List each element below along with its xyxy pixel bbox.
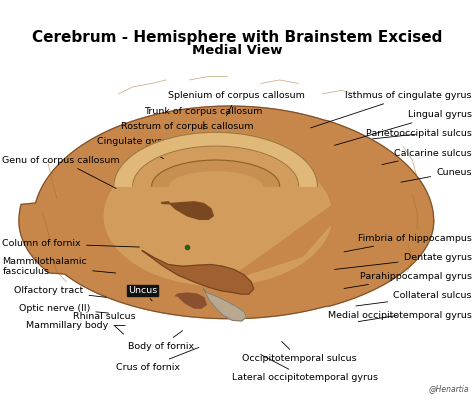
Text: Parietooccipital sulcus: Parietooccipital sulcus [366, 130, 472, 139]
Polygon shape [175, 293, 206, 308]
Polygon shape [161, 202, 213, 219]
Text: Dentate gyrus: Dentate gyrus [335, 253, 472, 269]
Text: Column of fornix: Column of fornix [2, 239, 139, 248]
Text: Calcarine sulcus: Calcarine sulcus [382, 149, 472, 165]
Text: Medial View: Medial View [192, 44, 282, 58]
Polygon shape [104, 146, 330, 286]
Text: Medial occipitotemporal gyrus: Medial occipitotemporal gyrus [328, 311, 472, 322]
Text: Cerebrum - Hemisphere with Brainstem Excised: Cerebrum - Hemisphere with Brainstem Exc… [32, 30, 442, 45]
Polygon shape [203, 289, 246, 321]
Text: Isthmus of cingulate gyrus: Isthmus of cingulate gyrus [311, 91, 472, 128]
Text: Olfactory tract: Olfactory tract [14, 286, 106, 297]
Text: Lingual gyrus: Lingual gyrus [335, 110, 472, 145]
Text: Occipitotemporal sulcus: Occipitotemporal sulcus [242, 341, 356, 363]
Text: Cuneus: Cuneus [401, 168, 472, 182]
Text: Trunk of corpus callosum: Trunk of corpus callosum [145, 107, 263, 130]
Text: Crus of fornix: Crus of fornix [116, 347, 199, 372]
Text: Cingulate gyrus: Cingulate gyrus [97, 137, 172, 159]
Text: Splenium of corpus callosum: Splenium of corpus callosum [168, 91, 305, 116]
Polygon shape [19, 106, 434, 319]
Text: Optic nerve (II): Optic nerve (II) [19, 304, 109, 313]
Text: Mammillary body: Mammillary body [26, 321, 125, 330]
Text: Genu of corpus callosum: Genu of corpus callosum [2, 156, 120, 188]
Text: Fimbria of hippocampus: Fimbria of hippocampus [344, 234, 472, 252]
Text: Collateral sulcus: Collateral sulcus [356, 291, 472, 306]
Polygon shape [114, 132, 318, 186]
Text: Mammilothalamic
fasciculus: Mammilothalamic fasciculus [2, 257, 116, 276]
Text: Rostrum of corpus callosum: Rostrum of corpus callosum [121, 122, 254, 151]
Text: @Henartia: @Henartia [429, 384, 469, 393]
Text: Rhinal sulcus: Rhinal sulcus [73, 312, 136, 334]
Text: Parahippocampal gyrus: Parahippocampal gyrus [344, 272, 472, 288]
Polygon shape [142, 251, 254, 294]
Text: Body of fornix: Body of fornix [128, 330, 194, 351]
Text: Lateral occipitotemporal gyrus: Lateral occipitotemporal gyrus [232, 355, 378, 382]
Polygon shape [152, 160, 280, 186]
Text: Uncus: Uncus [128, 286, 157, 301]
